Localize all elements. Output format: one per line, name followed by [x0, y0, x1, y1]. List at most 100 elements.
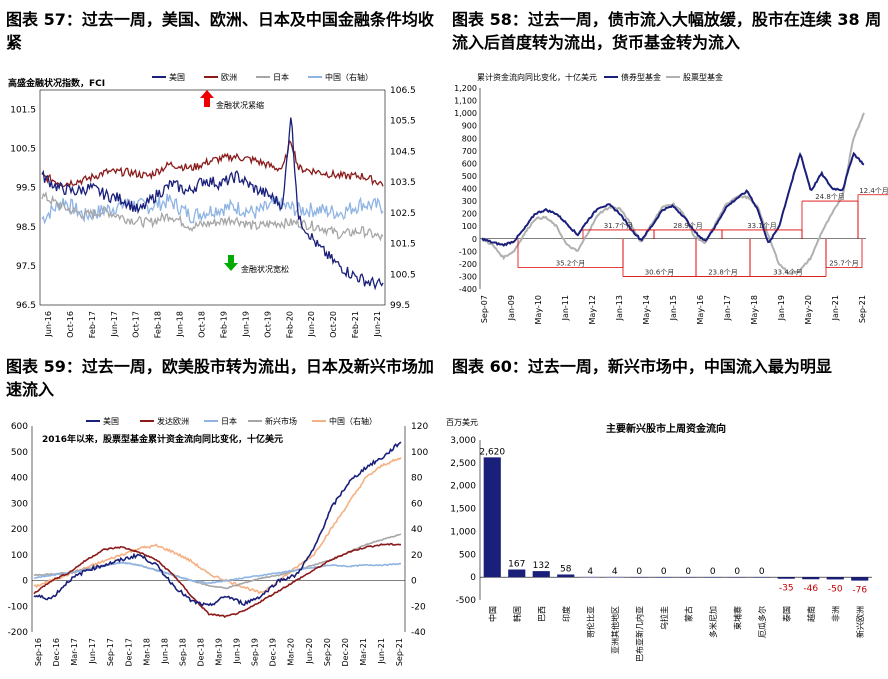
series-line: [33, 441, 402, 607]
x-tick-label: Sep-18: [178, 638, 187, 666]
chart-59-equity-flows: 美国 发达欧洲 日本 新兴市场 中国（右轴） -200-1000100200300400…: [8, 416, 429, 667]
x-tick-label: Jun-17: [88, 638, 97, 665]
y-tick-label: 100.5: [10, 145, 36, 155]
x-tick-label: Feb-18: [154, 311, 163, 338]
y2-tick-label: 105.5: [390, 117, 416, 127]
y-tick-label: 100: [11, 551, 28, 561]
chart-60-ylabel: 百万美元: [446, 417, 478, 427]
y2-tick-label: 0: [411, 577, 417, 587]
x-tick-label: Jun-19: [241, 311, 250, 338]
y2-tick-label: -20: [411, 602, 426, 612]
chart-57-title: 图表 57：过去一周，美国、欧洲、日本及中国金融条件均收紧: [6, 10, 434, 52]
x-tick-label: Sep-20: [323, 638, 332, 666]
x-tick-label: Sep-21: [858, 295, 867, 323]
x-tick-label: Dec-17: [124, 638, 133, 667]
x-tick-label: Dec-16: [52, 638, 61, 667]
x-tick-label: Jun-21: [377, 638, 386, 665]
x-tick-label: Jun-17: [110, 311, 119, 338]
y-tick-label: 0: [22, 577, 28, 587]
y-tick-label: 400: [462, 185, 477, 194]
x-tick-label: Mar-17: [70, 638, 79, 666]
up-arrow-icon: [200, 90, 214, 107]
data-label: -35: [779, 584, 794, 594]
bar: [557, 574, 575, 578]
x-tick-label: Jan-09: [507, 295, 516, 321]
data-label: -46: [803, 584, 818, 594]
y2-tick-label: 80: [411, 474, 423, 484]
y-tick-label: 98.5: [16, 223, 36, 233]
x-category-label: 泰国: [781, 606, 791, 622]
x-category-label: 巴西: [537, 606, 546, 622]
x-tick-label: Sep-17: [106, 638, 115, 666]
legend-label: 股票型基金: [683, 72, 723, 82]
x-tick-label: Jun-18: [176, 311, 185, 338]
annotation: 金融状况宽松: [241, 264, 289, 274]
y-tick-label: 99.5: [16, 184, 36, 194]
x-tick-label: Feb-20: [285, 311, 294, 338]
x-category-label: 非洲: [830, 606, 840, 622]
series-line: [33, 457, 402, 595]
x-tick-label: Dec-19: [269, 638, 278, 667]
x-tick-label: May-10: [534, 295, 543, 324]
chart-58-title: 图表 58：过去一周，债市流入大幅放缓，股市在连续 38 周流入后首度转为流出，…: [452, 10, 882, 52]
chart-60-em-flows: 主要新兴股市上周资金流向 百万美元 -50005001,0001,5002,00…: [446, 417, 872, 662]
legend-label: 发达欧洲: [157, 416, 189, 426]
y2-tick-label: 40: [411, 525, 423, 535]
bar: [826, 577, 844, 580]
y2-tick-label: 120: [411, 422, 428, 432]
y-tick-label: 500: [11, 448, 28, 458]
bar: [655, 577, 673, 578]
series-line: [41, 193, 384, 225]
x-category-label: 印度: [561, 606, 571, 622]
x-tick-label: Oct-17: [132, 311, 141, 338]
x-tick-label: Jun-19: [233, 638, 242, 665]
data-label: -50: [828, 584, 843, 594]
data-label: 0: [734, 567, 740, 577]
bar: [753, 577, 771, 578]
legend-label: 欧洲: [221, 72, 237, 82]
bar: [728, 577, 746, 578]
x-category-label: 多米尼加: [708, 606, 718, 638]
x-tick-label: Jan-11: [561, 295, 570, 321]
y-tick-label: 600: [462, 159, 477, 168]
y-tick-label: 900: [462, 122, 477, 131]
chart-57-fci: 高盛金融状况指数，FCI 美国 欧洲 日本 中国（右轴） 96.5 97.5 98.5 99…: [8, 72, 416, 338]
chart-58-fund-flows: 债券型基金 股票型基金 累计资金流向同比变化，十亿美元 -400 -300 -200 -…: [454, 72, 888, 324]
span-label: 33.4个月: [773, 268, 803, 276]
x-tick-label: Oct-16: [66, 311, 75, 338]
x-tick-label: Jun-16: [44, 311, 53, 338]
data-label: 4: [587, 567, 593, 577]
series-line: [41, 139, 384, 188]
x-tick-label: Jan-19: [777, 295, 786, 321]
y-tick-label: 96.5: [16, 301, 36, 311]
chart-59-title: 图表 59：过去一周，欧美股市转为流出，日本及新兴市场加速流入: [6, 357, 434, 399]
data-label: 132: [533, 561, 550, 571]
y-tick-label: 1,100: [454, 97, 477, 106]
bar: [606, 576, 624, 578]
y-tick-label: -200: [459, 260, 477, 269]
x-category-label: 厄瓜多尔: [757, 606, 767, 638]
span-label: 33.1个月: [747, 222, 777, 230]
legend-label: 美国: [169, 72, 185, 82]
x-category-label: 巴布亚新几内亚: [634, 606, 644, 662]
x-category-label: 新兴欧洲: [855, 606, 865, 638]
x-tick-label: Jun-20: [307, 311, 316, 338]
x-tick-label: Sep-19: [251, 638, 260, 666]
series-line-equity: [481, 112, 865, 276]
y-tick-label: 800: [462, 134, 477, 143]
data-label: 0: [759, 567, 765, 577]
y-tick-label: 200: [11, 525, 28, 535]
down-arrow-icon: [224, 255, 238, 271]
y-tick-label: 3,000: [450, 436, 476, 446]
x-category-label: 越南: [806, 606, 816, 622]
y-tick-label: 200: [462, 210, 477, 219]
y-tick-label: 1,200: [454, 84, 477, 93]
y-tick-label: 0: [472, 235, 477, 244]
x-tick-label: Sep-21: [395, 638, 404, 666]
data-label: 0: [661, 567, 667, 577]
data-label: 167: [508, 560, 525, 570]
x-tick-label: May-14: [642, 295, 651, 324]
x-category-label: 乌拉圭: [659, 606, 669, 630]
x-tick-label: May-18: [750, 295, 759, 324]
span-label: 30.6个月: [645, 268, 675, 276]
